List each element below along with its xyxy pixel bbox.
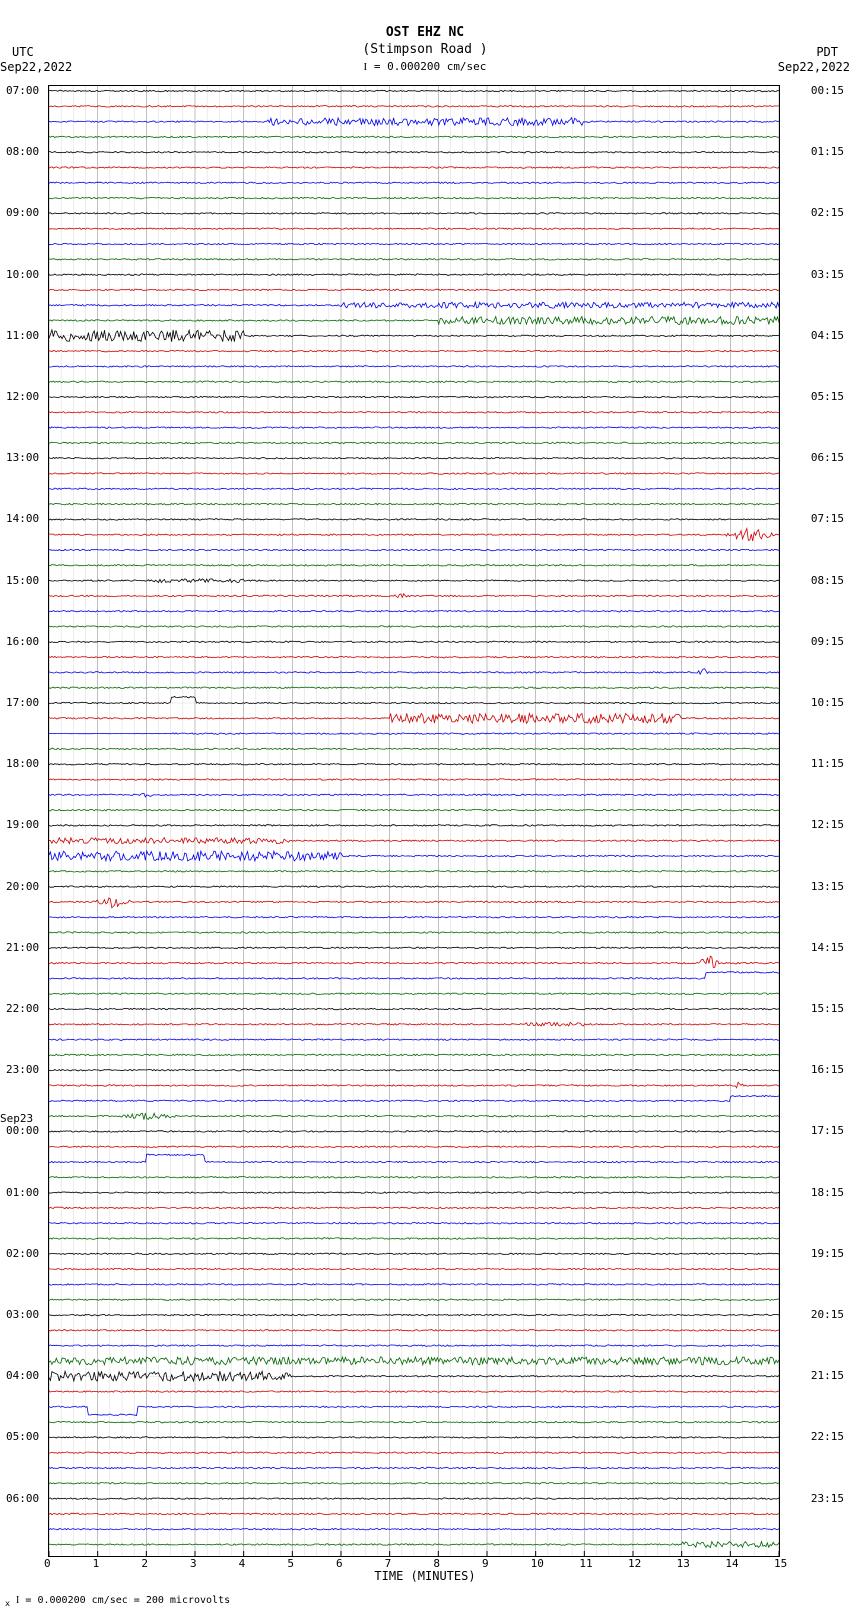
right-time-label: 01:15 (811, 145, 844, 158)
right-time-label: 10:15 (811, 696, 844, 709)
date-right: Sep22,2022 (778, 60, 850, 74)
left-time-label: 14:00 (6, 512, 39, 525)
left-time-label: 08:00 (6, 145, 39, 158)
left-time-label: 06:00 (6, 1492, 39, 1505)
timezone-left: UTC (12, 45, 34, 59)
left-time-label: 17:00 (6, 696, 39, 709)
left-time-label: 21:00 (6, 941, 39, 954)
right-time-label: 22:15 (811, 1430, 844, 1443)
right-time-label: 05:15 (811, 390, 844, 403)
left-time-label: 10:00 (6, 268, 39, 281)
date-left: Sep22,2022 (0, 60, 72, 74)
left-time-label: 04:00 (6, 1369, 39, 1382)
right-time-label: 15:15 (811, 1002, 844, 1015)
left-time-label: 13:00 (6, 451, 39, 464)
right-time-label: 04:15 (811, 329, 844, 342)
left-time-label: 05:00 (6, 1430, 39, 1443)
right-time-label: 20:15 (811, 1308, 844, 1321)
right-time-label: 12:15 (811, 818, 844, 831)
left-time-label: 16:00 (6, 635, 39, 648)
station-location: (Stimpson Road ) (0, 42, 850, 57)
right-time-label: 19:15 (811, 1247, 844, 1260)
right-time-label: 18:15 (811, 1186, 844, 1199)
left-time-label: 09:00 (6, 206, 39, 219)
left-time-label: 11:00 (6, 329, 39, 342)
scale-indicator: I = 0.000200 cm/sec (0, 60, 850, 73)
right-time-label: 09:15 (811, 635, 844, 648)
left-time-label: 18:00 (6, 757, 39, 770)
left-time-label: 12:00 (6, 390, 39, 403)
left-time-label: 19:00 (6, 818, 39, 831)
left-time-label: 03:00 (6, 1308, 39, 1321)
left-time-label: 00:00 (6, 1124, 39, 1137)
right-time-label: 00:15 (811, 84, 844, 97)
timezone-right: PDT (816, 45, 838, 59)
left-time-label: 15:00 (6, 574, 39, 587)
right-time-label: 17:15 (811, 1124, 844, 1137)
right-time-label: 21:15 (811, 1369, 844, 1382)
right-time-label: 06:15 (811, 451, 844, 464)
station-code: OST EHZ NC (0, 25, 850, 40)
footer-scale: x I = 0.000200 cm/sec = 200 microvolts (5, 1595, 230, 1608)
left-time-label: 02:00 (6, 1247, 39, 1260)
right-time-label: 03:15 (811, 268, 844, 281)
right-time-label: 11:15 (811, 757, 844, 770)
right-time-label: 13:15 (811, 880, 844, 893)
seismogram-container: OST EHZ NC (Stimpson Road ) I = 0.000200… (0, 0, 850, 1613)
left-time-label: 07:00 (6, 84, 39, 97)
midnight-date: Sep23 (0, 1112, 33, 1125)
left-time-label: 23:00 (6, 1063, 39, 1076)
plot-area (48, 85, 780, 1557)
right-time-label: 16:15 (811, 1063, 844, 1076)
right-time-label: 02:15 (811, 206, 844, 219)
right-time-label: 07:15 (811, 512, 844, 525)
left-time-label: 22:00 (6, 1002, 39, 1015)
right-time-label: 08:15 (811, 574, 844, 587)
right-time-label: 14:15 (811, 941, 844, 954)
right-time-label: 23:15 (811, 1492, 844, 1505)
seismogram-svg (49, 86, 779, 1556)
x-axis-label: TIME (MINUTES) (0, 1569, 850, 1583)
left-time-label: 20:00 (6, 880, 39, 893)
left-time-label: 01:00 (6, 1186, 39, 1199)
